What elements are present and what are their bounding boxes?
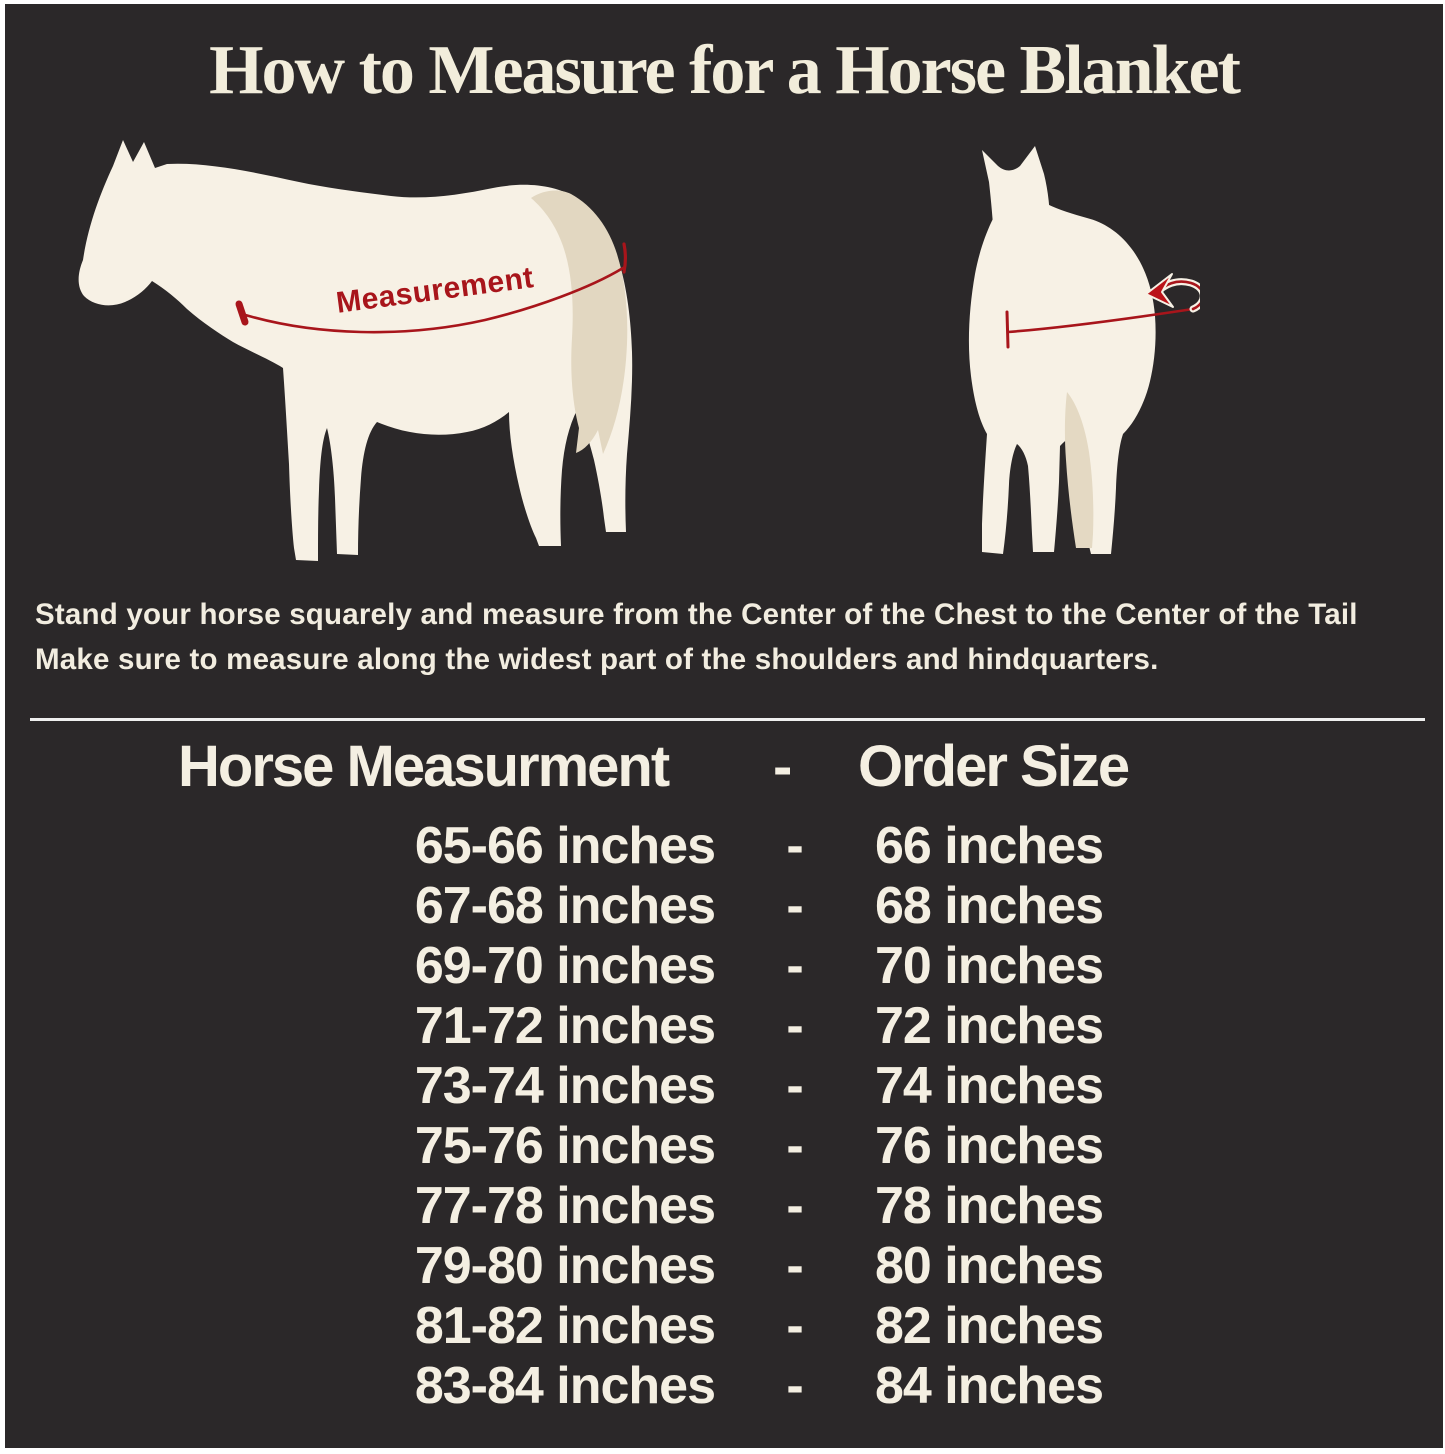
horse-front-silhouette	[968, 146, 1200, 554]
horse-front-far-leg	[1064, 392, 1094, 548]
horse-measurement-value: 81-82 inches	[414, 1297, 716, 1355]
table-row: 65-66 inches - 66 inches	[5, 816, 1443, 876]
order-size-value: 72 inches	[875, 997, 1104, 1055]
table-header-measurement: Horse Measurment	[178, 734, 670, 799]
instructions-text: Stand your horse squarely and measure fr…	[35, 592, 1437, 682]
measurement-end-tick	[622, 242, 628, 274]
measurement-line	[240, 266, 625, 334]
order-size-value: 66 inches	[875, 817, 1104, 875]
horse-measurement-value: 83-84 inches	[414, 1357, 716, 1415]
horse-measurement-value: 69-70 inches	[414, 937, 716, 995]
horse-side-view-diagram	[75, 140, 655, 580]
separator-dash: -	[786, 997, 804, 1055]
instructions-line-2: Make sure to measure along the widest pa…	[35, 643, 1159, 676]
horse-measurement-value: 77-78 inches	[414, 1177, 716, 1235]
separator-dash: -	[786, 1237, 804, 1295]
order-size-value: 68 inches	[875, 877, 1104, 935]
girth-line-start-tick	[1005, 310, 1010, 349]
order-size-value: 80 inches	[875, 1237, 1104, 1295]
order-size-value: 74 inches	[875, 1057, 1104, 1115]
order-size-value: 82 inches	[875, 1297, 1104, 1355]
table-row: 71-72 inches - 72 inches	[5, 996, 1443, 1056]
horse-front-view-diagram	[950, 142, 1200, 562]
horse-side-tail	[531, 190, 628, 454]
table-row: 75-76 inches - 76 inches	[5, 1116, 1443, 1176]
page-title: How to Measure for a Horse Blanket	[209, 32, 1241, 109]
table-row: 79-80 inches - 80 inches	[5, 1236, 1443, 1296]
horse-measurement-value: 65-66 inches	[414, 817, 716, 875]
order-size-value: 76 inches	[875, 1117, 1104, 1175]
separator-dash: -	[786, 937, 804, 995]
horse-side-body	[78, 140, 633, 561]
table-row: 73-74 inches - 74 inches	[5, 1056, 1443, 1116]
table-row: 77-78 inches - 78 inches	[5, 1176, 1443, 1236]
horse-side-silhouette	[78, 140, 633, 561]
divider-line	[30, 718, 1425, 721]
table-row: 81-82 inches - 82 inches	[5, 1296, 1443, 1356]
separator-dash: -	[786, 1057, 804, 1115]
horse-measurement-value: 79-80 inches	[414, 1237, 716, 1295]
order-size-value: 84 inches	[875, 1357, 1104, 1415]
horse-measurement-value: 67-68 inches	[414, 877, 716, 935]
instructions-line-1: Stand your horse squarely and measure fr…	[35, 598, 1358, 631]
horse-measurement-value: 71-72 inches	[414, 997, 716, 1055]
separator-dash: -	[786, 817, 804, 875]
girth-line	[1006, 307, 1195, 334]
infographic-panel: How to Measure for a Horse Blanket Measu…	[5, 4, 1443, 1448]
horse-measurement-value: 73-74 inches	[414, 1057, 716, 1115]
separator-dash: -	[786, 1357, 804, 1415]
table-header-separator: -	[773, 734, 793, 799]
separator-dash: -	[786, 877, 804, 935]
separator-dash: -	[786, 1117, 804, 1175]
order-size-value: 70 inches	[875, 937, 1104, 995]
horse-measurement-value: 75-76 inches	[414, 1117, 716, 1175]
table-row: 67-68 inches - 68 inches	[5, 876, 1443, 936]
table-row: 69-70 inches - 70 inches	[5, 936, 1443, 996]
measurement-arrow-icon	[1145, 273, 1174, 308]
horse-front-head	[982, 146, 1055, 305]
table-row: 83-84 inches - 84 inches	[5, 1356, 1443, 1416]
separator-dash: -	[786, 1297, 804, 1355]
table-header-order-size: Order Size	[858, 734, 1130, 799]
separator-dash: -	[786, 1177, 804, 1235]
measurement-start-mark	[235, 300, 249, 326]
size-table-rows: 65-66 inches - 66 inches 67-68 inches - 68 in…	[5, 816, 1443, 1416]
order-size-value: 78 inches	[875, 1177, 1104, 1235]
